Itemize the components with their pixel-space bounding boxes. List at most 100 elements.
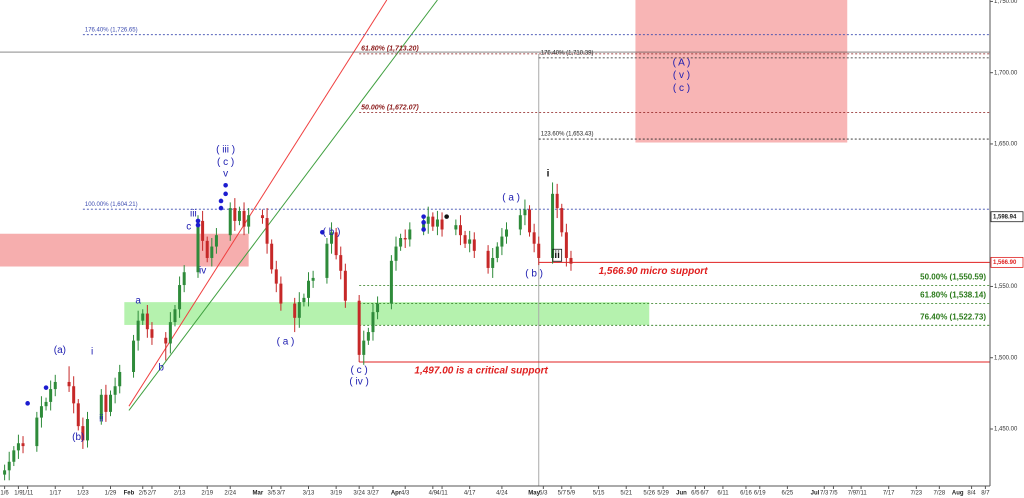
wave-dot (218, 198, 224, 204)
trend-line (128, 0, 438, 411)
x-tick-label: 5/21 (620, 491, 632, 497)
candle-body (458, 225, 462, 236)
candle-body (555, 193, 559, 209)
wave-label: i (547, 169, 550, 180)
x-tick-label: 8/4 (967, 491, 976, 497)
wave-label: ( a ) (502, 193, 520, 204)
candle-body (389, 260, 393, 304)
wave-label: iii (190, 208, 197, 219)
x-tick-label: 5/15 (593, 491, 605, 497)
wave-label: ii (554, 250, 560, 261)
wave-dot (43, 385, 49, 390)
wave-label: ( a ) (277, 337, 295, 348)
candle-body (440, 219, 444, 230)
candle-body (85, 419, 89, 441)
y-tick-label: 1,700.00 (994, 70, 1018, 76)
candle-body (422, 223, 426, 230)
wave-label: a (135, 295, 141, 306)
candle-body (408, 229, 412, 240)
candle-body (343, 270, 347, 301)
x-tick-label: 6/5 (691, 491, 700, 497)
price-flag-label: 1,566.90 (993, 260, 1017, 266)
candle-body (247, 215, 251, 227)
x-tick-label: 4/3 (401, 491, 410, 497)
x-tick-label: 8/7 (981, 491, 990, 497)
candle-body (302, 297, 306, 303)
candle-body (403, 238, 407, 240)
wave-label: ( c ) (351, 365, 368, 376)
x-tick-label: 7/28 (934, 491, 946, 497)
candle-body (81, 426, 85, 441)
x-tick-label: 4/11 (436, 491, 448, 497)
wave-label-box (552, 248, 563, 262)
x-tick-label: 3/19 (330, 491, 342, 497)
candle-body (311, 277, 315, 281)
candle-body (141, 313, 145, 321)
candle-body (454, 225, 458, 230)
candle-body (265, 218, 269, 244)
candle-body (495, 246, 499, 258)
wave-label: ( b ) (323, 227, 341, 238)
x-month-label: Aug (952, 491, 964, 497)
candle-body (362, 340, 366, 355)
x-tick-label: 1/6 (0, 491, 9, 497)
wave-label: ( b ) (525, 268, 543, 279)
candle-body (486, 250, 490, 268)
wave-label: ( c ) (217, 157, 234, 168)
zone (635, 0, 848, 143)
candle-body (297, 302, 301, 318)
price-flag (990, 211, 1024, 223)
candle-body (325, 243, 329, 278)
wave-dot (25, 401, 30, 406)
candle-body (12, 450, 16, 462)
candle-body (168, 322, 172, 344)
fib-label: 50.00% (1,550.59) (920, 273, 986, 282)
candle-body (214, 235, 218, 247)
candle-body (274, 269, 278, 284)
y-tick-label: 1,500.00 (994, 355, 1018, 361)
candle-body (39, 406, 43, 418)
candle-body (532, 232, 536, 244)
x-tick-label: 4/9 (429, 491, 438, 497)
x-tick-label: 4/24 (496, 491, 508, 497)
x-tick-label: 2/13 (174, 491, 186, 497)
x-tick-label: 3/27 (367, 491, 379, 497)
candle-body (49, 389, 53, 402)
candle-body (560, 208, 564, 233)
price-flag (990, 256, 1024, 268)
candle-body (528, 209, 532, 233)
candle-body (435, 219, 439, 227)
candle-body (16, 443, 20, 451)
x-month-label: Mar (253, 491, 264, 497)
wave-label: v (223, 169, 228, 180)
right-axis-bg (990, 0, 1024, 498)
candle-body (366, 332, 370, 341)
x-tick-label: 7/9 (848, 491, 857, 497)
fib-label: 176.40% (1,726.65) (85, 27, 138, 33)
wave-dot (223, 182, 228, 188)
candle-body (307, 280, 311, 298)
candle-body (233, 208, 237, 221)
x-tick-label: 2/24 (224, 491, 236, 497)
candle-body (463, 235, 467, 244)
x-month-label: Feb (124, 491, 135, 497)
candle-body (523, 209, 527, 216)
x-tick-label: 1/29 (105, 491, 117, 497)
x-tick-label: 3/7 (277, 491, 286, 497)
x-tick-label: 7/3 (820, 491, 829, 497)
fib-label: 50.00% (1,672.07) (361, 104, 419, 111)
wave-label: (a) (54, 345, 66, 356)
wave-dot (444, 214, 449, 219)
candle-body (279, 283, 283, 304)
candle-body (500, 236, 504, 247)
candle-body (173, 309, 177, 323)
candle-body (205, 240, 209, 258)
candle-body (76, 403, 80, 427)
x-tick-label: 7/23 (910, 491, 922, 497)
wave-label: ( iii ) (216, 144, 235, 155)
x-tick-label: 6/25 (782, 491, 794, 497)
wave-label: ii (99, 414, 103, 425)
candle-body (330, 232, 334, 244)
candle-body (21, 443, 25, 447)
candle-body (132, 340, 136, 372)
